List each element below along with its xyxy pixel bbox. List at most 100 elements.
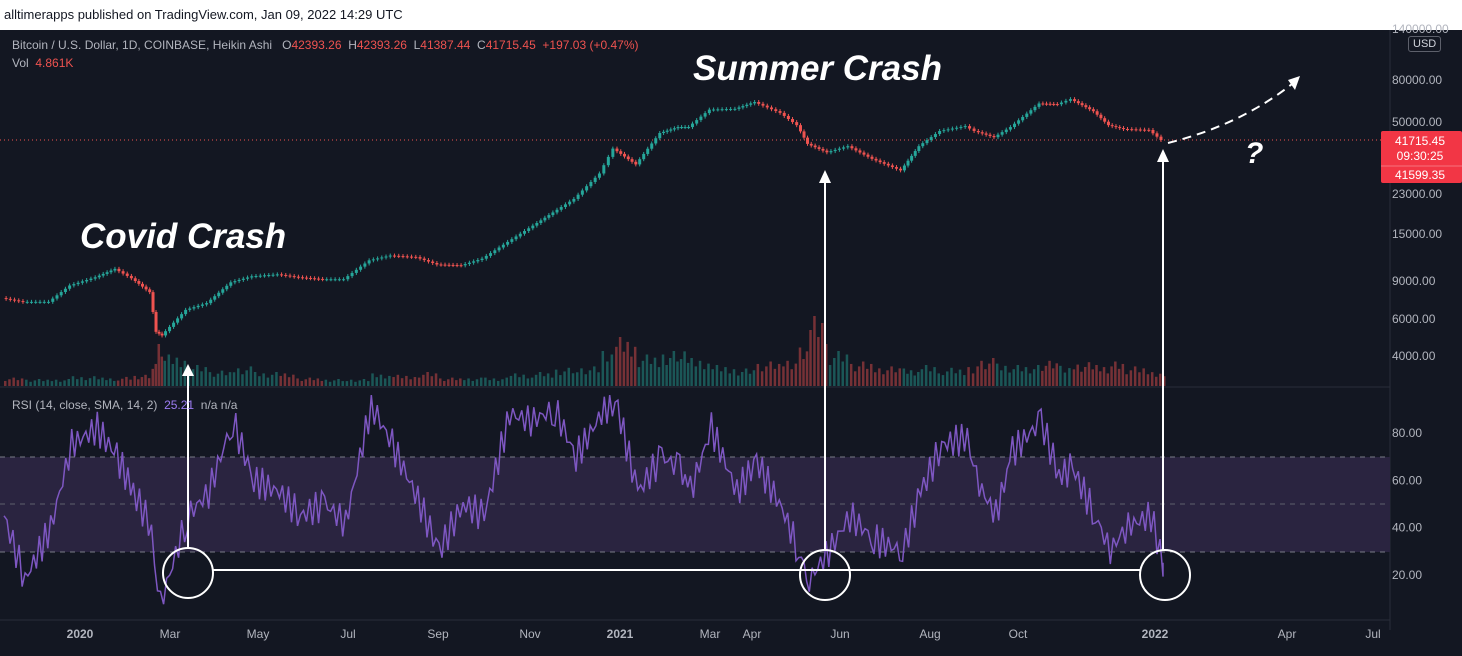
candle-body (585, 186, 589, 191)
volume-bar (455, 380, 458, 386)
candle-body (1076, 101, 1080, 104)
candle-body (662, 131, 666, 134)
volume-bar (157, 344, 161, 386)
volume-bar (920, 369, 924, 386)
volume-bar (597, 372, 600, 386)
candle-body (51, 298, 55, 302)
volume-bar (518, 377, 521, 386)
candle-body (672, 128, 676, 130)
volume-bar (328, 381, 332, 386)
candle-body (1055, 104, 1059, 106)
volume-bar (137, 379, 140, 386)
time-tick-label: Oct (1009, 627, 1028, 641)
candle-body (209, 299, 213, 304)
volume-bar (513, 373, 517, 386)
volume-bar (672, 351, 676, 386)
volume-bar (496, 380, 500, 386)
candle-body (1017, 120, 1021, 124)
volume-bar (950, 367, 953, 386)
symbol-legend[interactable]: Bitcoin / U.S. Dollar, 1D, COINBASE, Hei… (12, 38, 639, 52)
volume-bar (906, 373, 909, 386)
volume-bar (75, 379, 79, 386)
candle-body (1037, 103, 1041, 107)
volume-bar (1129, 370, 1133, 386)
volume-bar (196, 365, 199, 386)
candle-body (1130, 129, 1134, 131)
volume-bar (963, 375, 966, 386)
volume-bar (1083, 366, 1087, 386)
candle-body (55, 295, 59, 299)
candle-body (13, 299, 17, 301)
volume-bar (967, 367, 970, 386)
candle-body (317, 278, 321, 280)
summer-arrowhead (819, 170, 831, 183)
candle-body (89, 278, 93, 281)
arrowheads (182, 76, 1300, 376)
volume-bar (237, 368, 240, 386)
volume-bar (1125, 374, 1128, 386)
rsi-legend[interactable]: RSI (14, close, SMA, 14, 2) 25.21 n/a n/… (12, 398, 237, 412)
volume-bar (275, 372, 278, 386)
volume-bar (12, 377, 15, 386)
candle-body (192, 307, 196, 309)
volume-bar (20, 378, 24, 386)
candle-body (467, 262, 471, 265)
candle-body (572, 198, 576, 202)
candle-body (321, 278, 325, 280)
volume-bar (937, 373, 941, 386)
candle-body (1033, 106, 1037, 111)
candle-body (683, 127, 687, 129)
candle-body (1044, 103, 1048, 105)
candle-body (422, 258, 426, 261)
volume-bar (828, 365, 832, 386)
volume-bar (1087, 362, 1091, 386)
candle-body (806, 137, 810, 144)
candle-body (325, 279, 329, 281)
volume-bar (270, 374, 274, 386)
volume-bar (362, 379, 366, 386)
volume-bar (371, 373, 374, 386)
candle-body (630, 159, 634, 162)
volume-bar (971, 373, 975, 386)
volume-bar (33, 380, 37, 386)
candle-body (1143, 129, 1147, 131)
volume-bar (129, 379, 132, 386)
candle-body (988, 134, 992, 136)
volume-legend[interactable]: Vol 4.861K (12, 56, 73, 70)
volume-bar (976, 366, 979, 386)
volume-bar (559, 375, 562, 386)
candle-body (1000, 132, 1004, 135)
volume-bar (649, 363, 653, 386)
candle-body (646, 148, 650, 154)
candle-body (619, 151, 623, 154)
candle-body (410, 256, 414, 258)
candle-body (690, 123, 694, 128)
currency-badge[interactable]: USD (1408, 36, 1442, 52)
candle-body (829, 151, 833, 153)
open-label: O (282, 38, 292, 52)
volume-bar (80, 377, 83, 386)
time-tick-label: Sep (427, 627, 449, 641)
candle-body (854, 148, 858, 151)
candle-body (846, 146, 850, 148)
volume-bar (760, 371, 764, 386)
volume-bar (683, 351, 686, 386)
close-label: C (477, 38, 486, 52)
candle-body (47, 301, 51, 303)
volume-bar (954, 373, 958, 386)
time-tick-label: Apr (743, 627, 762, 641)
volume-bar (857, 366, 861, 386)
volume-bar (610, 354, 614, 386)
volume-bar (160, 356, 164, 386)
volume-bar (698, 360, 702, 386)
volume-bar (154, 363, 158, 386)
candle-body (426, 260, 430, 262)
volume-bar (167, 354, 171, 386)
candle-body (606, 156, 610, 166)
volume-bar (637, 367, 641, 386)
candle-body (712, 109, 716, 111)
candle-body (535, 223, 539, 226)
volume-bar (1114, 361, 1117, 386)
